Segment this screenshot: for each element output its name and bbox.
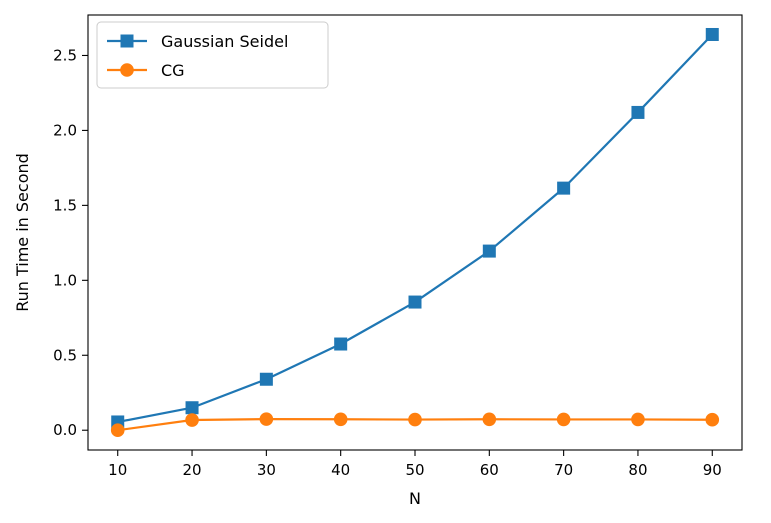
x-tick-label: 60 — [480, 461, 499, 479]
x-tick-label: 20 — [182, 461, 201, 479]
x-tick-label: 70 — [554, 461, 573, 479]
legend-entry-0: Gaussian Seidel — [107, 32, 288, 51]
y-tick-label: 1.0 — [53, 271, 77, 289]
x-tick-label: 90 — [703, 461, 722, 479]
y-tick-label: 2.5 — [53, 46, 77, 64]
data-point — [482, 412, 497, 427]
data-point — [110, 423, 125, 438]
legend-label: Gaussian Seidel — [161, 32, 288, 51]
data-point — [408, 412, 422, 427]
data-point — [333, 412, 348, 427]
data-point — [482, 244, 496, 258]
legend-marker — [120, 34, 134, 48]
data-point — [631, 412, 645, 427]
x-axis-label: N — [409, 489, 421, 508]
data-point — [556, 412, 571, 427]
data-point — [185, 413, 199, 427]
data-point — [705, 27, 719, 41]
x-tick-label: 10 — [108, 461, 127, 479]
data-point — [631, 105, 645, 119]
legend-label: CG — [161, 61, 185, 80]
legend-box — [96, 21, 329, 89]
y-tick-label: 2.0 — [53, 121, 77, 139]
legend-marker — [120, 63, 134, 77]
y-tick-label: 0.0 — [53, 421, 77, 439]
x-tick-label: 40 — [331, 461, 350, 479]
series-1 — [110, 412, 720, 438]
legend: Gaussian Seidel CG — [96, 21, 329, 89]
axes-layer: 10 20 30 40 50 60 70 80 90 0.0 0.5 1.0 1.5 2.0 2.5 — [53, 14, 743, 479]
data-point — [408, 295, 422, 309]
data-point — [557, 181, 571, 195]
data-point — [259, 412, 274, 426]
data-point — [259, 372, 273, 386]
y-axis-label: Run Time in Second — [13, 153, 32, 312]
series-layer — [110, 27, 720, 438]
data-point — [334, 337, 348, 351]
y-tick-label: 0.5 — [53, 346, 77, 364]
x-tick-label: 30 — [257, 461, 276, 479]
x-tick-label: 50 — [405, 461, 424, 479]
legend-entry-1: CG — [107, 61, 185, 80]
data-point — [705, 412, 720, 427]
y-tick-label: 1.5 — [53, 196, 77, 214]
data-point — [185, 401, 199, 415]
x-tick-label: 80 — [628, 461, 647, 479]
